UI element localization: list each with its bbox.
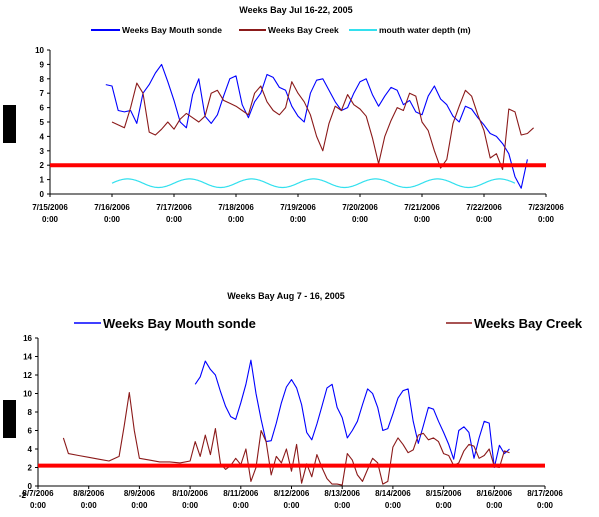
x-tick-label: 0:00 <box>537 501 554 510</box>
legend-label-creek-aug: Weeks Bay Creek <box>474 316 583 331</box>
x-tick-label: 8/16/2006 <box>477 489 513 498</box>
x-tick-label: 7/17/2006 <box>156 203 192 212</box>
y-tick-label: 7 <box>40 89 45 98</box>
side-marker-top <box>3 105 16 143</box>
plot-area <box>105 63 534 189</box>
chart-jul: Weeks Bay Jul 16-22, 2005 Weeks Bay Mout… <box>32 5 564 224</box>
chart-aug: Weeks Bay Aug 7 - 16, 2005 Weeks Bay Mou… <box>19 291 583 510</box>
y-tick-label: 4 <box>40 132 45 141</box>
x-tick-label: 7/18/2006 <box>218 203 254 212</box>
y-tick-label: 8 <box>28 408 33 417</box>
x-tick-label: 8/14/2006 <box>375 489 411 498</box>
x-tick-label: 8/9/2006 <box>124 489 156 498</box>
x-tick-label: 7/20/2006 <box>342 203 378 212</box>
legend-label-depth: mouth water depth (m) <box>379 25 471 35</box>
y-tick-label: 16 <box>23 334 32 343</box>
y-tick-label: 3 <box>40 147 45 156</box>
x-tick-label: 0:00 <box>42 215 59 224</box>
x-tick-label: 0:00 <box>283 501 300 510</box>
series-line-1 <box>62 392 510 486</box>
chart-jul-title: Weeks Bay Jul 16-22, 2005 <box>239 5 352 15</box>
y-tick-label: 2 <box>40 161 45 170</box>
x-tick-label: 0:00 <box>334 501 351 510</box>
y-tick-label: 10 <box>35 46 44 55</box>
x-tick-label: 7/15/2006 <box>32 203 68 212</box>
chart-aug-legend: Weeks Bay Mouth sonde Weeks Bay Creek <box>74 316 583 331</box>
x-tick-label: 7/22/2006 <box>466 203 502 212</box>
y-tick-label: 6 <box>28 427 33 436</box>
x-tick-label: 0:00 <box>131 501 148 510</box>
legend-label-mouth-sonde: Weeks Bay Mouth sonde <box>122 25 222 35</box>
y-tick-label: 5 <box>40 118 45 127</box>
y-tick-label: 9 <box>40 60 45 69</box>
x-tick-label: 0:00 <box>228 215 245 224</box>
x-tick-label: 8/17/2006 <box>527 489 563 498</box>
x-tick-label: 0:00 <box>233 501 250 510</box>
x-tick-label: 7/19/2006 <box>280 203 316 212</box>
plot-area <box>62 359 510 486</box>
x-tick-label: 0:00 <box>352 215 369 224</box>
x-tick-label: 0:00 <box>81 501 98 510</box>
y-tick-label: 14 <box>23 353 32 362</box>
x-tick-label: 7/16/2006 <box>94 203 130 212</box>
legend-label-mouth-sonde-aug: Weeks Bay Mouth sonde <box>103 316 256 331</box>
side-marker-bottom <box>3 400 16 438</box>
series-line-2 <box>111 178 516 189</box>
y-tick-label: 8 <box>40 75 45 84</box>
chart-jul-legend: Weeks Bay Mouth sonde Weeks Bay Creek mo… <box>91 25 471 35</box>
x-tick-label: 0:00 <box>414 215 431 224</box>
y-tick-label-extra: -2 <box>19 491 27 500</box>
y-tick-label: 6 <box>40 104 45 113</box>
series-line-0 <box>194 359 510 469</box>
y-tick-label: 12 <box>23 371 32 380</box>
x-tick-label: 0:00 <box>182 501 199 510</box>
x-tick-label: 8/13/2006 <box>324 489 360 498</box>
x-tick-label: 0:00 <box>290 215 307 224</box>
y-tick-label: 0 <box>40 190 45 199</box>
x-tick-label: 7/23/2006 <box>528 203 564 212</box>
x-tick-label: 8/15/2006 <box>426 489 462 498</box>
x-tick-label: 8/12/2006 <box>274 489 310 498</box>
x-tick-label: 0:00 <box>30 501 47 510</box>
chart-aug-title: Weeks Bay Aug 7 - 16, 2005 <box>227 291 345 301</box>
x-tick-label: 7/21/2006 <box>404 203 440 212</box>
x-tick-label: 0:00 <box>538 215 555 224</box>
y-tick-label: 10 <box>23 390 32 399</box>
y-tick-label: 4 <box>28 445 33 454</box>
x-tick-label: 8/8/2006 <box>73 489 105 498</box>
x-tick-label: 8/10/2006 <box>172 489 208 498</box>
series-line-1 <box>111 81 534 171</box>
series-line-0 <box>105 63 528 189</box>
x-tick-label: 0:00 <box>476 215 493 224</box>
x-tick-label: 0:00 <box>436 501 453 510</box>
x-tick-label: 0:00 <box>486 501 503 510</box>
x-tick-label: 8/7/2006 <box>22 489 54 498</box>
x-tick-label: 8/11/2006 <box>223 489 259 498</box>
y-tick-label: 2 <box>28 464 33 473</box>
x-tick-label: 0:00 <box>385 501 402 510</box>
legend-label-creek: Weeks Bay Creek <box>268 25 339 35</box>
y-tick-label: 0 <box>28 482 33 491</box>
x-tick-label: 0:00 <box>104 215 121 224</box>
y-tick-label: 1 <box>40 176 45 185</box>
x-tick-label: 0:00 <box>166 215 183 224</box>
